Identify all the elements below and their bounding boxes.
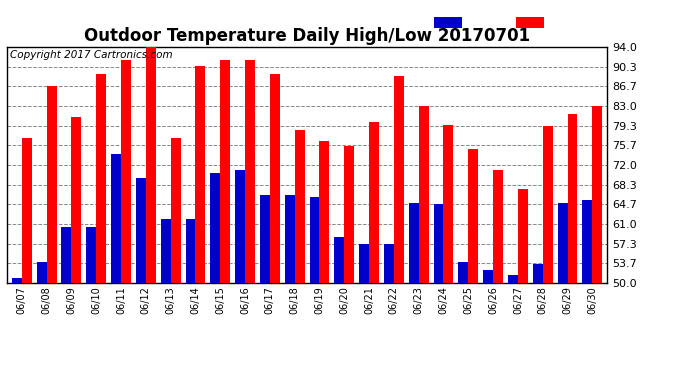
Bar — [433, 204, 444, 283]
Bar — [121, 60, 131, 283]
Bar — [270, 74, 279, 283]
Bar — [186, 219, 195, 283]
Bar — [344, 146, 354, 283]
Bar — [235, 170, 245, 283]
Legend: Low  (°F), High  (°F): Low (°F), High (°F) — [432, 15, 602, 30]
Bar — [469, 149, 478, 283]
Title: Outdoor Temperature Daily High/Low 20170701: Outdoor Temperature Daily High/Low 20170… — [84, 27, 530, 45]
Bar — [493, 170, 503, 283]
Bar — [458, 262, 469, 283]
Bar — [260, 195, 270, 283]
Bar — [483, 270, 493, 283]
Bar — [22, 138, 32, 283]
Bar — [161, 219, 170, 283]
Bar — [245, 60, 255, 283]
Bar — [195, 66, 206, 283]
Bar — [369, 122, 379, 283]
Bar — [210, 173, 220, 283]
Bar — [12, 278, 22, 283]
Text: Copyright 2017 Cartronics.com: Copyright 2017 Cartronics.com — [10, 50, 172, 60]
Bar — [384, 244, 394, 283]
Bar — [61, 227, 71, 283]
Bar — [146, 47, 156, 283]
Bar — [86, 227, 96, 283]
Bar — [508, 275, 518, 283]
Bar — [582, 200, 592, 283]
Bar — [444, 125, 453, 283]
Bar — [558, 202, 567, 283]
Bar — [543, 126, 553, 283]
Bar — [37, 262, 47, 283]
Bar — [567, 114, 578, 283]
Bar — [96, 74, 106, 283]
Bar — [285, 195, 295, 283]
Bar — [111, 154, 121, 283]
Bar — [170, 138, 181, 283]
Bar — [533, 264, 543, 283]
Bar — [136, 178, 146, 283]
Bar — [419, 106, 428, 283]
Bar — [408, 202, 419, 283]
Bar — [518, 189, 528, 283]
Bar — [310, 197, 319, 283]
Bar — [220, 60, 230, 283]
Bar — [71, 117, 81, 283]
Bar — [394, 76, 404, 283]
Bar — [592, 106, 602, 283]
Bar — [295, 130, 304, 283]
Bar — [319, 141, 329, 283]
Bar — [359, 244, 369, 283]
Bar — [335, 237, 344, 283]
Bar — [47, 86, 57, 283]
